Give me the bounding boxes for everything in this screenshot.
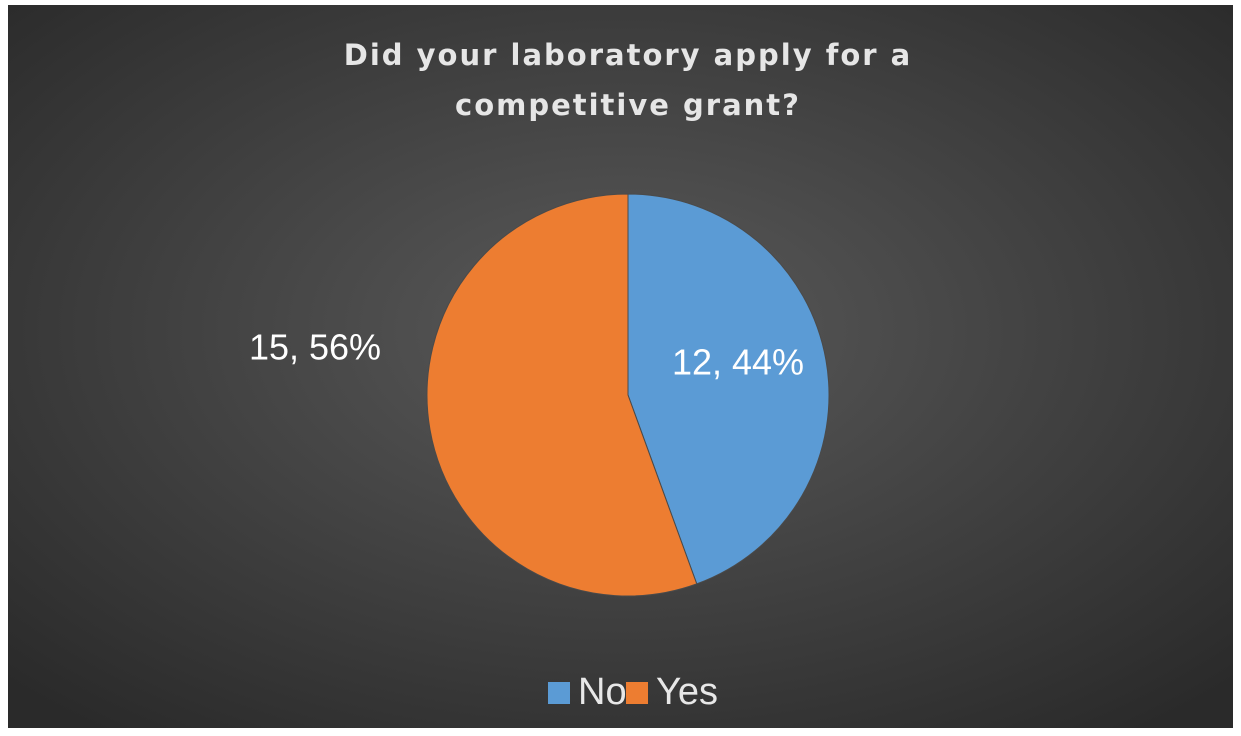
data-label: 15, 56%: [249, 327, 381, 368]
pie-slice: [627, 193, 830, 585]
data-label: 12, 44%: [672, 342, 804, 383]
legend-label: Yes: [656, 671, 718, 713]
legend-label: No: [578, 671, 627, 713]
pie-slice: [426, 193, 698, 597]
pie: [426, 193, 830, 597]
legend-swatch: [626, 682, 648, 704]
chart-title: Did your laboratory apply for a competit…: [343, 38, 913, 122]
data-labels: 12, 44% 15, 56%: [249, 327, 804, 383]
legend-swatch: [548, 682, 570, 704]
legend: No Yes: [548, 671, 718, 713]
